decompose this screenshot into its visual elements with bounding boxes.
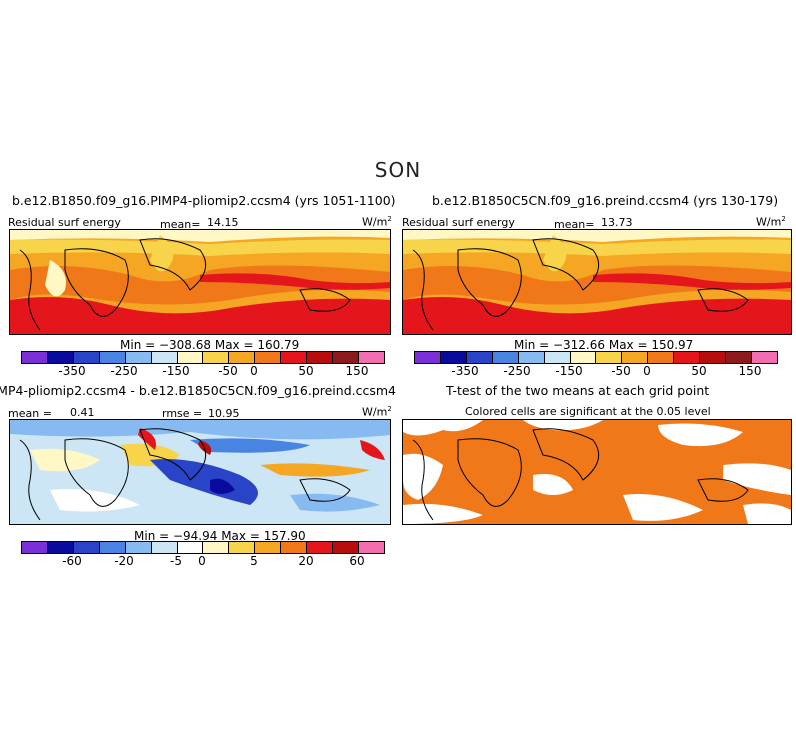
panel-2-minmax: Min = −312.66 Max = 150.97 — [514, 338, 694, 352]
panel-4-map — [402, 419, 792, 525]
panel-1-colorbar-box-10 — [255, 352, 282, 363]
panel-2-mean-label: mean= — [554, 218, 595, 231]
panel-1-colorbar-box-1 — [22, 352, 48, 363]
panel-1-tick: 50 — [298, 364, 314, 378]
panel-4-subtitle: Colored cells are significant at the 0.0… — [465, 405, 711, 418]
panel-3-colorbar-box-14 — [358, 542, 384, 553]
panel-1-tick: -150 — [162, 364, 190, 378]
panel-2-tick: 0 — [643, 364, 651, 378]
panel-3-colorbar-box-11 — [281, 542, 308, 553]
panel-2-map — [402, 229, 792, 335]
panel-3-tick: -20 — [114, 554, 134, 568]
panel-3-colorbar-box-10 — [255, 542, 282, 553]
panel-3-colorbar — [21, 541, 385, 554]
panel-3-tick: 20 — [298, 554, 314, 568]
panel-1-colorbar-box-13 — [333, 352, 359, 363]
panel-3-colorbar-box-9 — [229, 542, 256, 553]
panel-3-mean-label: mean = — [8, 407, 52, 420]
panel-3-colorbar-box-4 — [99, 542, 126, 553]
panel-2-colorbar-box-11 — [674, 352, 701, 363]
panel-2-colorbar-box-7 — [570, 352, 597, 363]
panel-1-mean-label: mean= — [160, 218, 201, 231]
panel-2-units: W/m2 — [756, 215, 786, 229]
panel-2-colorbar-box-12 — [700, 352, 727, 363]
panel-3-minmax: Min = −94.94 Max = 157.90 — [134, 529, 306, 543]
panel-2-colorbar-box-8 — [596, 352, 623, 363]
panel-1-colorbar-box-6 — [151, 352, 178, 363]
panel-2-tick: -350 — [451, 364, 479, 378]
panel-3-colorbar-box-5 — [125, 542, 152, 553]
figure-title: SON — [374, 158, 422, 182]
panel-1-colorbar-box-2 — [47, 352, 74, 363]
panel-1-map — [9, 229, 391, 335]
panel-2-colorbar — [414, 351, 778, 364]
panel-1-colorbar-box-14 — [358, 352, 384, 363]
panel-1-ticks: -350 -250 -150 -50 0 50 150 — [21, 364, 383, 378]
panel-2-colorbar-box-5 — [518, 352, 545, 363]
panel-3-colorbar-box-1 — [22, 542, 48, 553]
panel-2-tick: 50 — [691, 364, 707, 378]
panel-2-colorbar-box-6 — [544, 352, 571, 363]
panel-3-rmse-value: 10.95 — [208, 407, 240, 420]
panel-1-title: b.e12.B1850.f09_g16.PIMP4-pliomip2.ccsm4… — [12, 193, 396, 208]
panel-2-ticks: -350 -250 -150 -50 0 50 150 — [414, 364, 776, 378]
panel-3-colorbar-box-12 — [307, 542, 334, 553]
panel-3-units: W/m2 — [362, 405, 392, 419]
panel-3-tick: 60 — [349, 554, 365, 568]
panel-2-tick: 150 — [738, 364, 762, 378]
panel-2-colorbar-box-10 — [648, 352, 675, 363]
panel-1-colorbar-box-3 — [73, 352, 100, 363]
panel-1-colorbar-box-8 — [203, 352, 230, 363]
panel-3-tick: -60 — [62, 554, 82, 568]
panel-3-colorbar-box-3 — [73, 542, 100, 553]
panel-1-colorbar-box-12 — [307, 352, 334, 363]
panel-2-tick: -150 — [555, 364, 583, 378]
panel-1-mean-value: 14.15 — [207, 216, 239, 229]
panel-1-colorbar — [21, 351, 385, 364]
panel-3-colorbar-box-2 — [47, 542, 74, 553]
panel-2-colorbar-box-9 — [622, 352, 649, 363]
panel-3-colorbar-box-6 — [151, 542, 178, 553]
panel-1-units: W/m2 — [362, 215, 392, 229]
panel-1-tick: -50 — [218, 364, 238, 378]
panel-3-ticks: -60 -20 -5 0 5 20 60 — [21, 554, 383, 568]
panel-1-minmax: Min = −308.68 Max = 160.79 — [120, 338, 300, 352]
panel-3-map — [9, 419, 391, 525]
panel-1-colorbar-box-9 — [229, 352, 256, 363]
panel-2-colorbar-box-1 — [415, 352, 441, 363]
panel-3-colorbar-box-13 — [333, 542, 359, 553]
panel-1-colorbar-box-5 — [125, 352, 152, 363]
panel-3-tick: 5 — [250, 554, 258, 568]
panel-3-colorbar-box-7 — [177, 542, 204, 553]
panel-2-tick: -50 — [611, 364, 631, 378]
panel-1-colorbar-box-7 — [177, 352, 204, 363]
panel-2-colorbar-box-4 — [492, 352, 519, 363]
panel-3-colorbar-box-8 — [203, 542, 230, 553]
panel-2-colorbar-box-13 — [726, 352, 752, 363]
panel-2-left-label: Residual surf energy — [402, 216, 515, 229]
panel-3-tick: -5 — [170, 554, 182, 568]
panel-2-mean-value: 13.73 — [601, 216, 633, 229]
panel-1-tick: -250 — [110, 364, 138, 378]
panel-2-colorbar-box-3 — [466, 352, 493, 363]
panel-1-tick: -350 — [58, 364, 86, 378]
panel-4-title: T-test of the two means at each grid poi… — [446, 383, 710, 398]
panel-3-mean-value: 0.41 — [70, 406, 95, 419]
panel-3-tick: 0 — [198, 554, 206, 568]
panel-1-tick: 0 — [250, 364, 258, 378]
panel-1-left-label: Residual surf energy — [8, 216, 121, 229]
panel-2-colorbar-box-2 — [440, 352, 467, 363]
panel-3-rmse-label: rmse = — [162, 407, 203, 420]
panel-2-colorbar-box-14 — [751, 352, 777, 363]
panel-3-title: 50.f09_g16.PIMP4-pliomip2.ccsm4 - b.e12.… — [0, 383, 396, 398]
panel-1-tick: 150 — [345, 364, 369, 378]
panel-2-title: b.e12.B1850C5CN.f09_g16.preind.ccsm4 (yr… — [432, 193, 779, 208]
panel-1-colorbar-box-11 — [281, 352, 308, 363]
panel-2-tick: -250 — [503, 364, 531, 378]
panel-1-colorbar-box-4 — [99, 352, 126, 363]
